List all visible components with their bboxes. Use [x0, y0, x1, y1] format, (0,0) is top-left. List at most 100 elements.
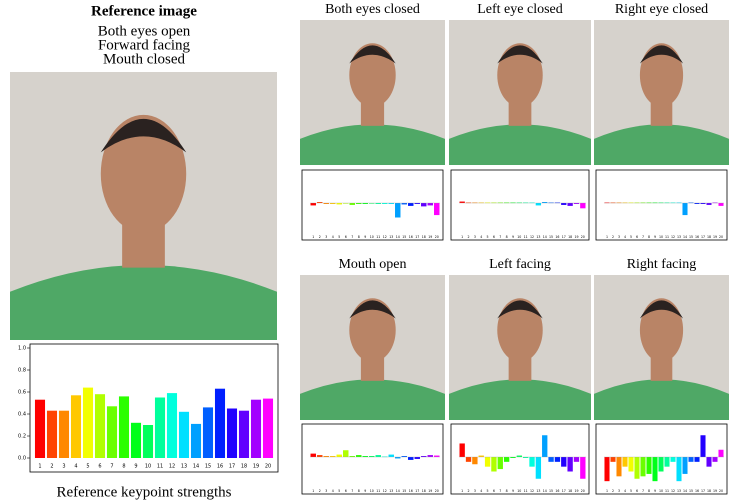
- bar: [362, 203, 368, 204]
- bar: [542, 435, 548, 457]
- bar: [718, 449, 724, 457]
- x-tick-label: 5: [338, 489, 340, 493]
- bar: [604, 457, 610, 482]
- photo-neck: [508, 99, 532, 126]
- x-tick-label: 15: [689, 235, 693, 239]
- bar: [382, 456, 388, 458]
- bar: [202, 407, 214, 458]
- x-tick-label: 5: [630, 489, 632, 493]
- x-tick-label: 5: [487, 235, 489, 239]
- x-tick-label: 16: [555, 235, 559, 239]
- x-tick-label: 11: [157, 464, 163, 470]
- bar: [484, 457, 491, 467]
- x-tick-label: 14: [683, 489, 687, 493]
- x-tick-label: 14: [193, 464, 199, 470]
- x-tick-label: 9: [134, 464, 137, 470]
- bar: [561, 457, 567, 467]
- x-tick-label: 10: [370, 489, 374, 493]
- bar: [375, 455, 381, 457]
- panel-title: Left facing: [489, 257, 551, 272]
- x-tick-label: 11: [665, 235, 669, 239]
- bar: [712, 457, 718, 462]
- x-tick-label: 10: [659, 489, 663, 493]
- photo-face: [639, 43, 684, 107]
- x-tick-label: 12: [530, 489, 534, 493]
- bar: [682, 457, 688, 474]
- x-tick-label: 5: [487, 489, 489, 493]
- bar: [395, 457, 401, 459]
- bar: [712, 202, 718, 204]
- panel-title: Right facing: [627, 257, 697, 272]
- x-tick-label: 7: [351, 235, 353, 239]
- x-tick-label: 1: [461, 489, 463, 493]
- x-tick-label: 2: [612, 489, 614, 493]
- bar: [510, 202, 516, 204]
- bar: [317, 455, 323, 457]
- y-tick-label: 0.6: [18, 390, 26, 396]
- bar: [310, 203, 316, 206]
- bar: [58, 410, 70, 458]
- bar: [336, 454, 342, 457]
- bar: [688, 202, 694, 204]
- bar: [567, 203, 573, 206]
- x-tick-label: 7: [499, 235, 501, 239]
- bar: [362, 456, 368, 457]
- bar: [336, 203, 342, 205]
- bar: [421, 203, 427, 207]
- bar: [330, 203, 336, 204]
- x-tick-label: 6: [636, 489, 638, 493]
- x-tick-label: 18: [707, 489, 711, 493]
- x-tick-label: 2: [612, 235, 614, 239]
- bar: [497, 457, 503, 470]
- x-tick-label: 8: [648, 235, 650, 239]
- photo-neck: [650, 354, 673, 381]
- x-tick-label: 12: [383, 489, 387, 493]
- y-tick-label: 0.2: [18, 434, 26, 440]
- photo-shirt: [300, 124, 445, 165]
- x-tick-label: 1: [312, 235, 314, 239]
- bar: [664, 457, 670, 467]
- photo-hair: [497, 45, 543, 64]
- x-tick-label: 12: [671, 489, 675, 493]
- x-tick-label: 13: [536, 489, 540, 493]
- x-tick-label: 18: [241, 464, 247, 470]
- x-tick-label: 9: [364, 235, 366, 239]
- x-tick-label: 6: [493, 489, 495, 493]
- bar: [94, 394, 106, 458]
- bar: [516, 455, 522, 457]
- bar: [330, 456, 336, 457]
- ref-title: Reference image: [91, 3, 197, 19]
- bar: [604, 202, 610, 204]
- x-tick-label: 7: [351, 489, 353, 493]
- x-tick-label: 20: [265, 464, 271, 470]
- bar: [676, 457, 682, 482]
- bar: [580, 203, 586, 209]
- bar: [694, 203, 700, 204]
- photo-shirt: [300, 379, 445, 420]
- bar: [652, 457, 658, 482]
- bar: [503, 202, 510, 204]
- x-tick-label: 9: [654, 235, 656, 239]
- panel-title: Left eye closed: [477, 2, 563, 17]
- x-tick-label: 8: [506, 235, 508, 239]
- x-tick-label: 12: [169, 464, 175, 470]
- photo-face: [497, 43, 543, 107]
- bar: [622, 202, 628, 204]
- x-tick-label: 16: [409, 235, 413, 239]
- x-tick-label: 11: [524, 235, 528, 239]
- x-tick-label: 18: [422, 235, 426, 239]
- x-tick-label: 3: [325, 489, 327, 493]
- x-tick-label: 15: [549, 489, 553, 493]
- photo-face: [349, 43, 396, 107]
- bar: [628, 457, 634, 472]
- x-tick-label: 19: [253, 464, 259, 470]
- x-tick-label: 11: [524, 489, 528, 493]
- bar: [382, 203, 388, 204]
- y-tick-label: 0.0: [18, 456, 26, 462]
- x-tick-label: 20: [435, 489, 439, 493]
- photo-neck: [508, 354, 532, 381]
- photo-face: [349, 298, 396, 362]
- x-tick-label: 8: [358, 235, 360, 239]
- x-tick-label: 6: [493, 235, 495, 239]
